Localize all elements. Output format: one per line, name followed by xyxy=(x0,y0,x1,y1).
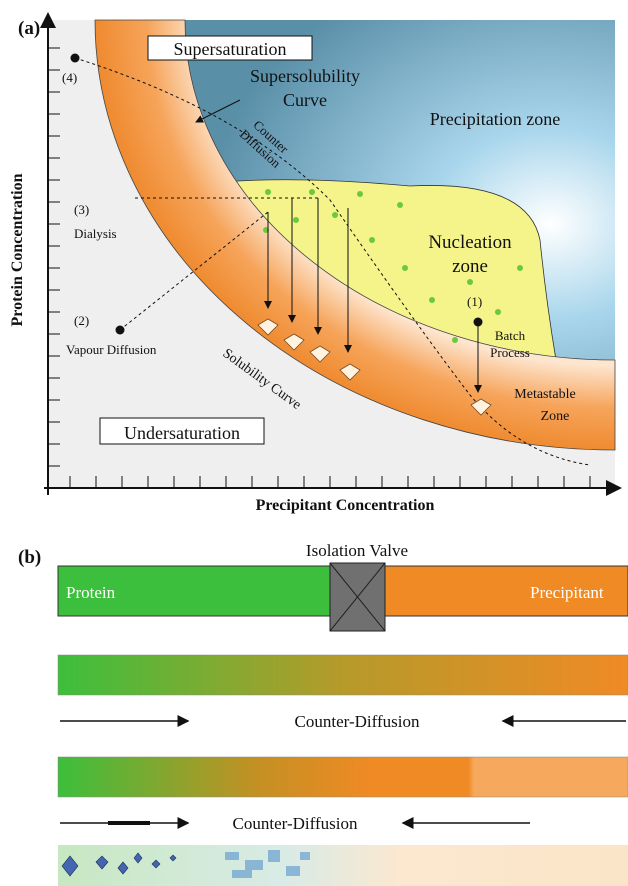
line: Process xyxy=(490,345,530,360)
chamber-label: Protein xyxy=(66,583,116,602)
line: Nucleation xyxy=(428,232,512,253)
diffusion-tube xyxy=(58,655,628,695)
x-axis-label: Precipitant Concentration xyxy=(256,497,435,514)
method-name: Dialysis xyxy=(74,226,117,241)
clip: Precipitant xyxy=(530,583,604,602)
line: zone xyxy=(452,256,488,277)
y-axis-label: Protein Concentration xyxy=(9,173,26,326)
valve-label: Isolation Valve xyxy=(306,541,408,560)
method-number: (4) xyxy=(62,70,77,85)
panel-label: (b) xyxy=(18,547,41,568)
flow-label: Counter-Diffusion xyxy=(233,814,358,833)
method-number: (1) xyxy=(467,294,482,309)
line: Curve xyxy=(283,90,327,110)
line: Metastable xyxy=(514,387,575,402)
flow-label: Counter-Diffusion xyxy=(295,712,420,731)
region-label: Undersaturation xyxy=(124,423,240,443)
method-number: (3) xyxy=(74,202,89,217)
page: (a) Supersaturation Undersaturation Prec… xyxy=(0,0,628,886)
diffusion-tube xyxy=(58,845,628,886)
panel-label: (a) xyxy=(18,18,40,39)
chamber-label: Precipitant xyxy=(530,583,604,602)
region-label: Supersaturation xyxy=(174,39,287,59)
region-label: Precipitation zone xyxy=(430,109,560,129)
diffusion-tube xyxy=(58,757,628,797)
line: Batch xyxy=(495,328,526,343)
method-number: (2) xyxy=(74,313,89,328)
line: Zone xyxy=(541,409,570,424)
line: Supersolubility xyxy=(250,66,360,86)
method-name: Vapour Diffusion xyxy=(66,342,157,357)
figure: (a) Supersaturation Undersaturation Prec… xyxy=(0,0,628,886)
